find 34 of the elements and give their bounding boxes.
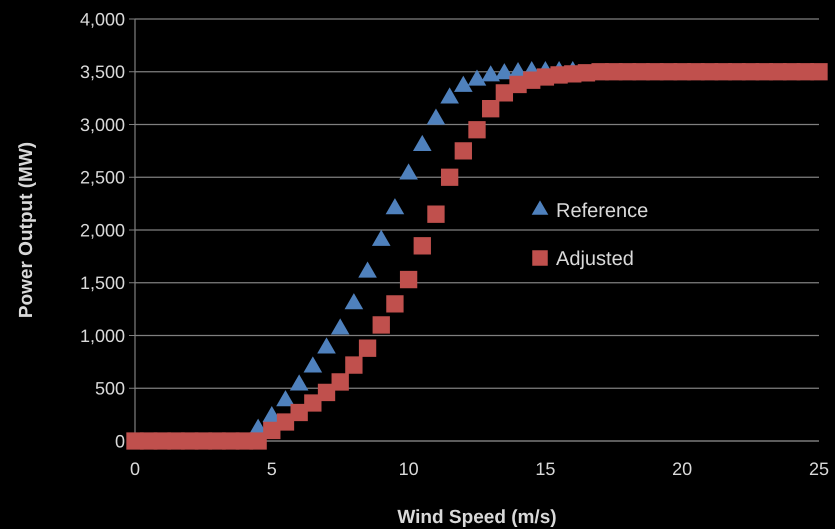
y-tick-label: 2,000 <box>80 220 125 240</box>
y-tick-label: 2,500 <box>80 168 125 188</box>
y-tick-label: 1,000 <box>80 326 125 346</box>
point <box>427 206 445 223</box>
point <box>810 63 828 80</box>
point <box>304 394 322 412</box>
point <box>482 100 500 118</box>
x-tick-label: 10 <box>398 459 419 479</box>
x-tick-label: 5 <box>266 459 277 479</box>
legend-label: Adjusted <box>556 248 634 270</box>
x-tick-label: 0 <box>130 459 140 479</box>
point <box>440 168 458 186</box>
point <box>414 237 431 254</box>
point <box>345 356 363 374</box>
point <box>249 432 267 450</box>
y-tick-label: 1,500 <box>80 273 125 294</box>
point <box>332 373 349 391</box>
y-tick-label: 0 <box>114 431 125 452</box>
legend-label: Reference <box>556 200 648 222</box>
y-tick-label: 4,000 <box>80 9 125 30</box>
y-tick-label: 3,500 <box>80 62 125 82</box>
point <box>400 270 418 288</box>
x-tick-label: 20 <box>672 459 692 479</box>
x-axis-title: Wind Speed (m/s) <box>397 507 557 528</box>
y-tick-label: 500 <box>94 378 125 399</box>
point <box>372 316 390 334</box>
point <box>468 121 486 138</box>
y-tick-label: 3,000 <box>80 114 125 135</box>
point <box>386 295 404 313</box>
x-tick-label: 25 <box>808 459 830 479</box>
point <box>358 340 376 357</box>
x-tick-label: 15 <box>535 459 556 479</box>
y-axis-title: Power Output (MW) <box>16 142 37 318</box>
point <box>454 142 472 160</box>
